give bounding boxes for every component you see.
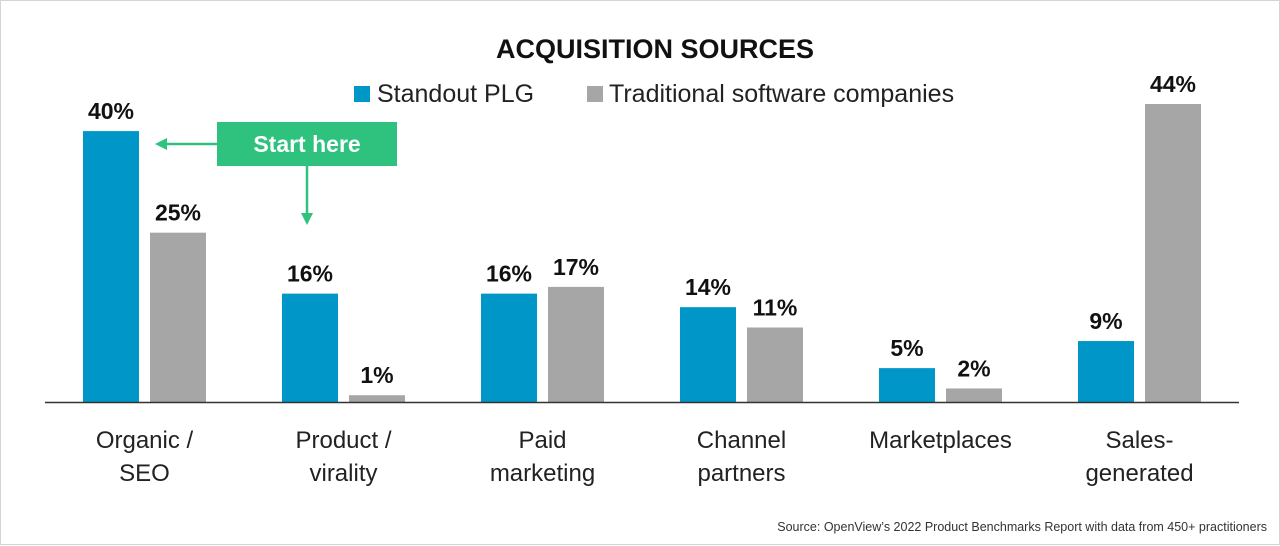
category-label-sales-generated: Sales- bbox=[1105, 427, 1173, 454]
bar-marketplaces-traditional-software-companies bbox=[946, 388, 1002, 402]
category-label-sales-generated: generated bbox=[1085, 460, 1193, 487]
bar-channel-partners-traditional-software-companies bbox=[747, 327, 803, 402]
legend-swatch-standout-plg bbox=[354, 86, 370, 102]
start-here-label: Start here bbox=[253, 131, 360, 157]
bar-organic-seo-traditional-software-companies bbox=[150, 232, 206, 402]
category-label-channel-partners: partners bbox=[697, 460, 785, 487]
category-label-organic-seo: SEO bbox=[119, 460, 170, 487]
bar-paid-marketing-standout-plg bbox=[481, 293, 537, 402]
start-here-callout: Start here bbox=[155, 122, 397, 225]
bars-group bbox=[83, 104, 1201, 402]
bar-label-product-virality-standout-plg: 16% bbox=[287, 261, 333, 287]
bar-label-channel-partners-traditional-software-companies: 11% bbox=[753, 295, 798, 321]
bar-label-product-virality-traditional-software-companies: 1% bbox=[360, 362, 393, 388]
bar-label-organic-seo-standout-plg: 40% bbox=[88, 98, 134, 124]
category-labels-group: Organic / SEO Product / virality Paid marketi… bbox=[96, 427, 1194, 487]
bar-sales-generated-standout-plg bbox=[1078, 341, 1134, 402]
legend-swatch-traditional bbox=[587, 86, 603, 102]
bar-label-paid-marketing-traditional-software-companies: 17% bbox=[553, 254, 599, 280]
bar-label-sales-generated-standout-plg: 9% bbox=[1089, 308, 1122, 334]
bar-label-sales-generated-traditional-software-companies: 44% bbox=[1150, 71, 1196, 97]
legend: Standout PLG Traditional software compan… bbox=[354, 80, 954, 108]
source-note: Source: OpenView’s 2022 Product Benchmar… bbox=[777, 520, 1267, 534]
category-label-product-virality: virality bbox=[309, 460, 377, 487]
bar-paid-marketing-traditional-software-companies bbox=[548, 286, 604, 402]
bar-product-virality-traditional-software-companies bbox=[349, 395, 405, 402]
bar-label-marketplaces-standout-plg: 5% bbox=[890, 335, 923, 361]
category-label-product-virality: Product / bbox=[295, 427, 391, 454]
bar-label-paid-marketing-standout-plg: 16% bbox=[486, 261, 532, 287]
bar-label-organic-seo-traditional-software-companies: 25% bbox=[155, 200, 201, 226]
category-label-channel-partners: Channel bbox=[697, 427, 786, 454]
start-here-arrow-left-head bbox=[155, 138, 167, 150]
category-label-paid-marketing: marketing bbox=[490, 460, 595, 487]
start-here-box bbox=[217, 122, 397, 166]
bar-marketplaces-standout-plg bbox=[879, 368, 935, 402]
legend-label-standout-plg: Standout PLG bbox=[377, 80, 534, 108]
category-label-organic-seo: Organic / bbox=[96, 427, 194, 454]
chart-title: ACQUISITION SOURCES bbox=[496, 34, 814, 64]
bar-product-virality-standout-plg bbox=[282, 293, 338, 402]
bar-sales-generated-traditional-software-companies bbox=[1145, 104, 1201, 402]
category-label-paid-marketing: Paid bbox=[518, 427, 566, 454]
legend-label-traditional: Traditional software companies bbox=[609, 80, 954, 108]
category-label-marketplaces: Marketplaces bbox=[869, 427, 1012, 454]
start-here-arrow-down-head bbox=[301, 213, 313, 225]
bar-labels-group: 40% 25% 16% 1% 16% 17% 14% 11% 5% 2% 9% 44% bbox=[88, 71, 1196, 388]
bar-organic-seo-standout-plg bbox=[83, 131, 139, 402]
bar-label-marketplaces-traditional-software-companies: 2% bbox=[957, 355, 990, 381]
bar-label-channel-partners-standout-plg: 14% bbox=[685, 274, 731, 300]
bar-channel-partners-standout-plg bbox=[680, 307, 736, 402]
